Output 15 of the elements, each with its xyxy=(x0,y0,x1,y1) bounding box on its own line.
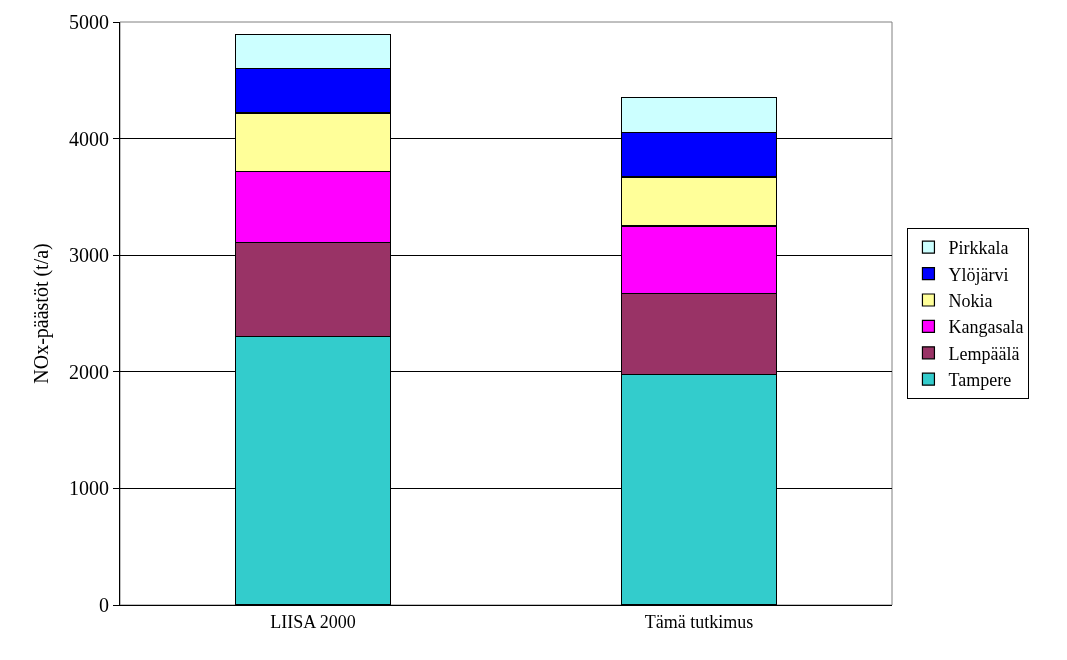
y-tick-label: 3000 xyxy=(69,244,109,267)
legend-label: Lempäälä xyxy=(948,343,1020,364)
legend-label: Tampere xyxy=(948,370,1012,391)
legend-label: Nokia xyxy=(948,291,993,312)
legend-label: Pirkkala xyxy=(948,238,1009,259)
y-tick-label: 4000 xyxy=(69,127,109,150)
x-tick-label: LIISA 2000 xyxy=(270,611,356,632)
legend-label: Ylöjärvi xyxy=(948,264,1009,285)
y-tick-label: 0 xyxy=(99,594,109,616)
y-tick-label: 1000 xyxy=(69,477,109,500)
y-tick-label: 5000 xyxy=(69,11,109,33)
legend-label: Kangasala xyxy=(948,317,1024,338)
y-axis-title: NOx-päästöt (t/a) xyxy=(29,243,53,384)
x-tick-label: Tämä tutkimus xyxy=(644,611,754,632)
y-tick-label: 2000 xyxy=(69,360,109,383)
